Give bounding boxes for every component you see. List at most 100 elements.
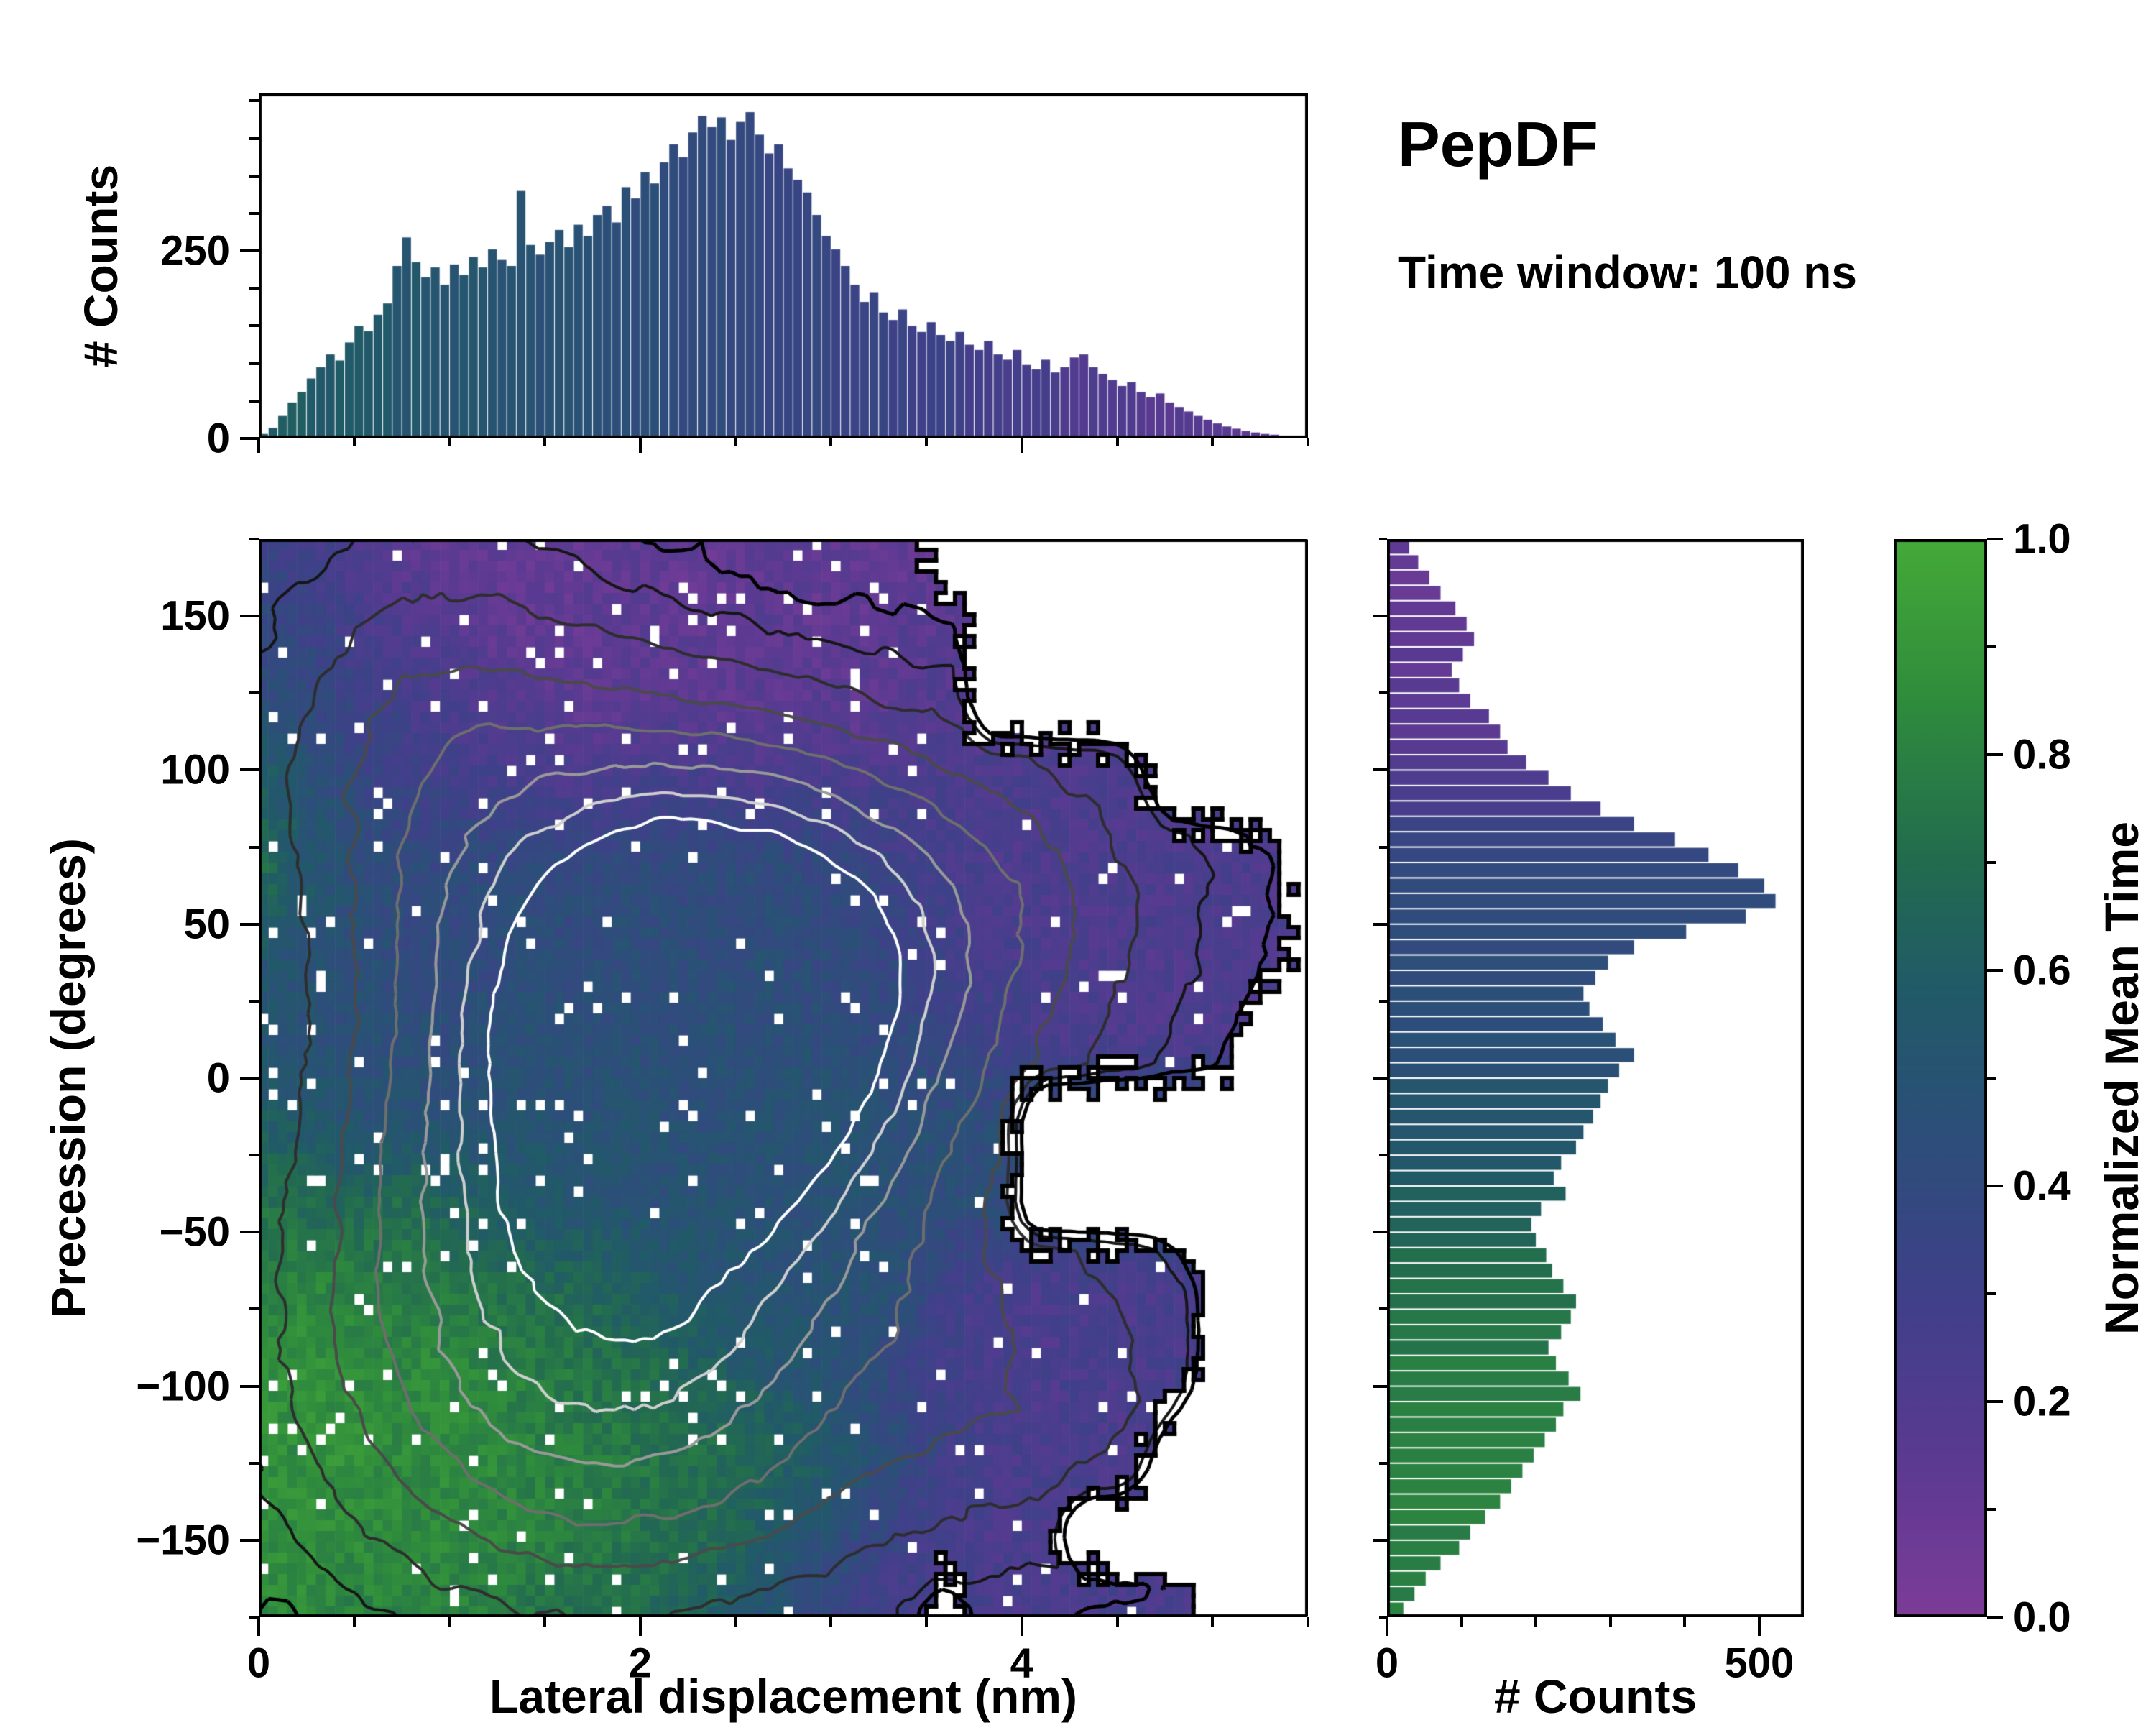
tick-mark bbox=[543, 1617, 547, 1627]
tick-label: 2 bbox=[628, 1639, 653, 1687]
tick-mark bbox=[1307, 1617, 1309, 1627]
tick-mark bbox=[249, 99, 259, 103]
tick-label: 500 bbox=[1724, 1639, 1795, 1687]
right-hist-xlabel: # Counts bbox=[1493, 1670, 1697, 1723]
tick-mark bbox=[249, 399, 259, 402]
tick-mark bbox=[249, 324, 259, 328]
tick-mark bbox=[448, 1617, 451, 1627]
tick-mark bbox=[1987, 861, 1996, 864]
tick-mark bbox=[1987, 645, 1996, 648]
tick-label: 1.0 bbox=[2013, 515, 2071, 563]
tick-mark bbox=[1020, 438, 1023, 453]
tick-label: 0.8 bbox=[2013, 731, 2071, 778]
tick-mark bbox=[1373, 1538, 1387, 1542]
tick-mark bbox=[249, 1154, 259, 1157]
right-marginal-histogram bbox=[1387, 539, 1804, 1617]
top-marginal-histogram bbox=[259, 93, 1308, 438]
tick-mark bbox=[352, 1617, 356, 1627]
tick-mark bbox=[829, 438, 833, 446]
tick-mark bbox=[1373, 1077, 1387, 1080]
main-ylabel: Precession (degrees) bbox=[42, 838, 95, 1318]
tick-mark bbox=[1987, 1616, 2003, 1619]
tick-mark bbox=[1987, 1508, 1996, 1511]
tick-mark bbox=[249, 1307, 259, 1311]
tick-mark bbox=[1115, 438, 1119, 446]
tick-mark bbox=[249, 287, 259, 290]
tick-mark bbox=[925, 1617, 929, 1627]
tick-label: 0.6 bbox=[2013, 947, 2071, 994]
tick-mark bbox=[638, 438, 642, 453]
tick-label: 0.2 bbox=[2013, 1378, 2071, 1425]
tick-mark bbox=[249, 211, 259, 215]
top-hist-ylabel: # Counts bbox=[74, 164, 127, 368]
tick-mark bbox=[240, 615, 259, 618]
plot-subtitle: Time window: 100 ns bbox=[1398, 247, 1857, 298]
tick-mark bbox=[240, 1077, 259, 1080]
tick-mark bbox=[240, 249, 259, 253]
tick-mark bbox=[1987, 538, 2003, 540]
tick-mark bbox=[1460, 1617, 1463, 1627]
tick-label: 0.4 bbox=[2013, 1162, 2071, 1210]
tick-mark bbox=[249, 999, 259, 1003]
tick-mark bbox=[249, 538, 259, 540]
tick-mark bbox=[1987, 1077, 1996, 1080]
joint-heatmap bbox=[259, 539, 1308, 1617]
tick-label: 0 bbox=[206, 415, 230, 462]
tick-mark bbox=[249, 174, 259, 178]
tick-mark bbox=[1987, 1184, 2003, 1187]
tick-mark bbox=[249, 1461, 259, 1465]
tick-mark bbox=[1373, 1230, 1387, 1234]
tick-label: −150 bbox=[136, 1517, 230, 1564]
colorbar-label: Normalized Mean Time bbox=[2095, 822, 2148, 1335]
tick-mark bbox=[1386, 1617, 1388, 1636]
plot-title: PepDF bbox=[1398, 109, 1598, 180]
tick-mark bbox=[240, 1384, 259, 1388]
tick-mark bbox=[1379, 691, 1387, 695]
tick-mark bbox=[1379, 1307, 1387, 1311]
tick-label: −50 bbox=[159, 1208, 230, 1256]
tick-label: 4 bbox=[1010, 1639, 1033, 1687]
tick-mark bbox=[240, 437, 259, 440]
tick-label: 50 bbox=[183, 901, 230, 948]
tick-mark bbox=[257, 438, 260, 453]
tick-mark bbox=[240, 1538, 259, 1542]
tick-mark bbox=[1683, 1617, 1687, 1627]
tick-mark bbox=[1379, 845, 1387, 849]
tick-label: 0 bbox=[247, 1639, 271, 1687]
tick-label: −100 bbox=[136, 1363, 230, 1410]
tick-mark bbox=[1608, 1617, 1612, 1627]
tick-mark bbox=[1373, 615, 1387, 618]
main-xlabel: Lateral displacement (nm) bbox=[489, 1670, 1077, 1723]
tick-mark bbox=[1115, 1617, 1119, 1627]
tick-mark bbox=[240, 922, 259, 926]
tick-mark bbox=[1307, 438, 1309, 446]
tick-mark bbox=[1379, 1616, 1387, 1619]
tick-mark bbox=[240, 768, 259, 772]
tick-mark bbox=[249, 845, 259, 849]
tick-mark bbox=[1373, 768, 1387, 772]
tick-mark bbox=[1987, 753, 2003, 756]
tick-mark bbox=[1757, 1617, 1761, 1636]
tick-mark bbox=[1373, 1384, 1387, 1388]
tick-mark bbox=[1379, 1154, 1387, 1157]
tick-mark bbox=[249, 137, 259, 140]
tick-label: 0 bbox=[1375, 1639, 1399, 1687]
tick-mark bbox=[1211, 438, 1215, 446]
tick-label: 100 bbox=[160, 746, 230, 794]
tick-mark bbox=[734, 438, 737, 446]
tick-mark bbox=[257, 1617, 260, 1636]
tick-label: 250 bbox=[160, 227, 230, 275]
tick-mark bbox=[1379, 538, 1387, 540]
colorbar-gradient bbox=[1894, 539, 1987, 1617]
tick-mark bbox=[543, 438, 547, 446]
tick-mark bbox=[925, 438, 929, 446]
tick-mark bbox=[1987, 1400, 2003, 1403]
tick-mark bbox=[1987, 969, 2003, 972]
tick-label: 0.0 bbox=[2013, 1593, 2071, 1641]
tick-mark bbox=[829, 1617, 833, 1627]
tick-mark bbox=[734, 1617, 737, 1627]
tick-mark bbox=[1534, 1617, 1538, 1627]
tick-label: 0 bbox=[206, 1054, 230, 1102]
tick-label: 150 bbox=[160, 592, 230, 640]
